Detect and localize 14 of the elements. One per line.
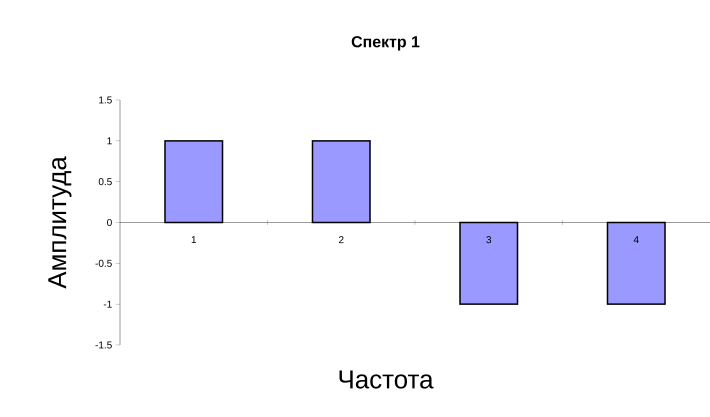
x-tick-label: 1: [192, 236, 196, 243]
y-tick-label: 0: [107, 218, 112, 226]
y-tick-label: 1.5: [99, 96, 112, 104]
x-axis-title: Частота: [340, 370, 434, 389]
y-tick-label: -0.5: [95, 260, 112, 267]
y-axis-title: Амплитуда: [48, 156, 72, 289]
y-tick-label: -1.5: [95, 342, 112, 348]
y-tick-label: 0.5: [98, 178, 112, 186]
y-tick-label: 1: [107, 137, 112, 144]
x-tick-label: 2: [338, 236, 344, 244]
x-tick-label: 3: [486, 236, 492, 244]
chart-title: Спектр 1: [352, 36, 420, 51]
x-tick-label: 4: [634, 236, 639, 243]
y-tick-label: -1: [104, 300, 112, 308]
